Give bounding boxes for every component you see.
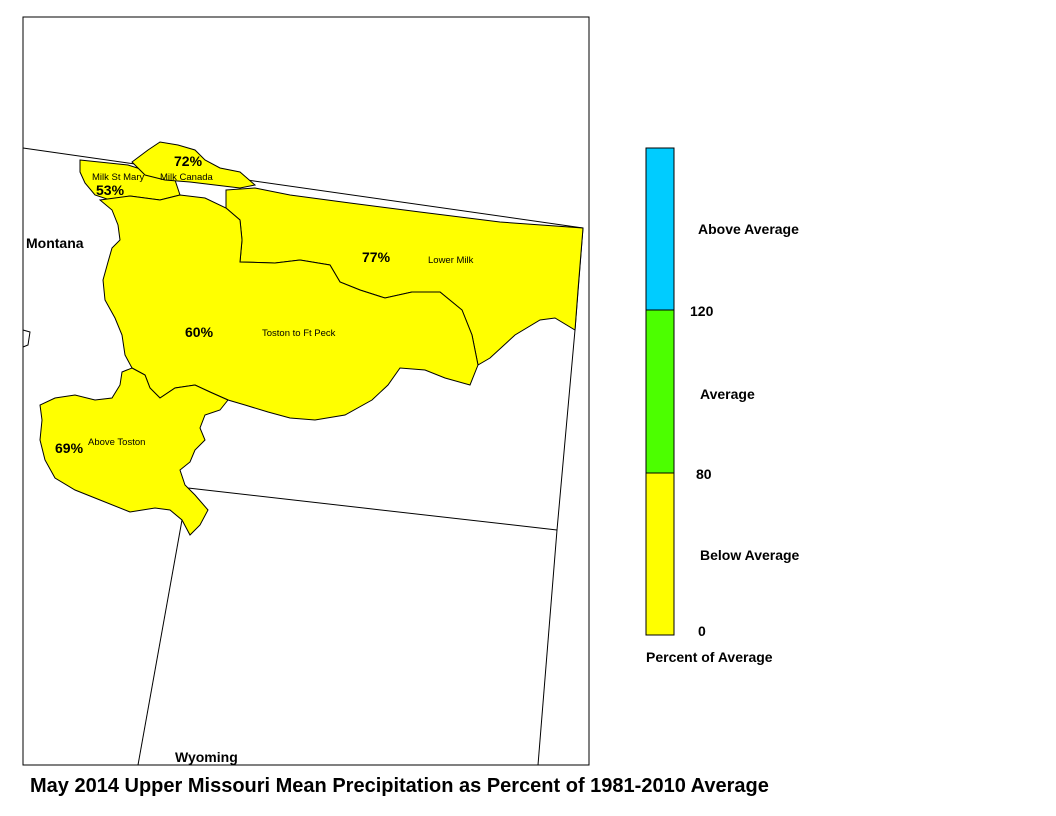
basin-above-toston[interactable] bbox=[39, 367, 229, 536]
legend-break-120: 120 bbox=[690, 303, 714, 319]
basin-milk-canada[interactable] bbox=[131, 141, 257, 189]
legend-class-below-average: Below Average bbox=[700, 547, 800, 563]
legend-swatch-below-average bbox=[645, 472, 675, 636]
basin-percent-milk-st-mary: 53% bbox=[96, 182, 125, 198]
basin-name-above-toston: Above Toston bbox=[88, 437, 145, 448]
basin-toston-to-ft-peck[interactable] bbox=[98, 194, 479, 421]
legend-swatch-average bbox=[645, 309, 675, 474]
legend-title: Percent of Average bbox=[646, 649, 773, 665]
basin-name-toston-to-ft-peck: Toston to Ft Peck bbox=[262, 328, 336, 339]
legend-break-0: 0 bbox=[698, 623, 706, 639]
wyoming-west-border bbox=[137, 519, 183, 766]
basin-percent-above-toston: 69% bbox=[55, 440, 84, 456]
montana-wyoming-border bbox=[187, 487, 558, 531]
basin-percent-lower-milk: 77% bbox=[362, 249, 391, 265]
basin-percent-milk-canada: 72% bbox=[174, 153, 203, 169]
wyoming-east-border bbox=[537, 529, 558, 766]
page-title: May 2014 Upper Missouri Mean Precipitati… bbox=[30, 775, 769, 797]
canada-border-line bbox=[22, 147, 584, 229]
basin-percent-toston-to-ft-peck: 60% bbox=[185, 324, 214, 340]
state-label-montana: Montana bbox=[26, 235, 84, 251]
basin-name-milk-st-mary: Milk St Mary bbox=[92, 172, 145, 183]
legend-colorbar bbox=[645, 147, 675, 636]
idaho-border-fragment bbox=[22, 329, 31, 348]
legend-class-above-average: Above Average bbox=[698, 221, 799, 237]
legend-class-average: Average bbox=[700, 386, 755, 402]
basin-polygons bbox=[39, 141, 584, 536]
state-label-wyoming: Wyoming bbox=[175, 749, 238, 765]
legend-break-80: 80 bbox=[696, 466, 712, 482]
basin-name-lower-milk: Lower Milk bbox=[428, 255, 474, 266]
legend-swatch-above-average bbox=[645, 147, 675, 311]
basin-name-milk-canada: Milk Canada bbox=[160, 172, 214, 183]
